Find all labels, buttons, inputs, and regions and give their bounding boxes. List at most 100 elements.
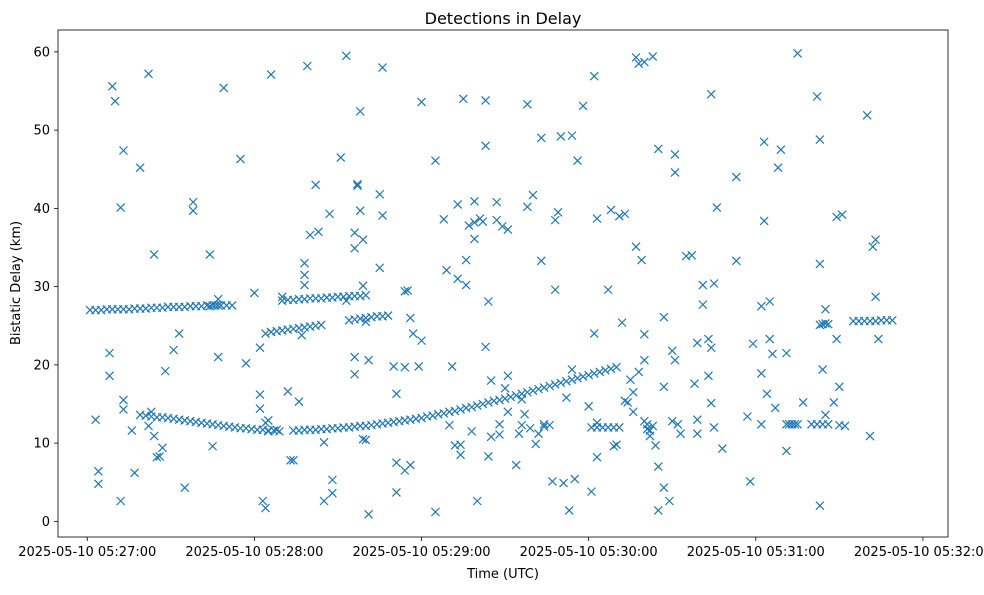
data-point	[149, 250, 159, 259]
data-point	[687, 250, 697, 260]
data-point	[319, 496, 329, 506]
data-point	[144, 421, 153, 431]
data-point	[249, 288, 259, 298]
data-point	[483, 451, 493, 461]
data-point	[263, 415, 273, 425]
data-point	[497, 221, 507, 231]
data-point	[659, 483, 669, 493]
data-point	[589, 71, 599, 81]
data-point	[692, 338, 702, 348]
data-point	[255, 390, 265, 400]
data-point	[302, 61, 312, 71]
data-point	[620, 209, 630, 219]
data-point	[495, 430, 504, 439]
y-tick-label: 60	[33, 45, 50, 60]
data-point	[731, 256, 741, 266]
data-point	[152, 452, 162, 462]
data-point	[213, 300, 223, 310]
data-point	[536, 133, 546, 143]
data-point	[392, 458, 401, 468]
data-point	[461, 255, 471, 265]
data-point	[550, 380, 560, 389]
data-point	[375, 263, 385, 273]
y-tick-label: 20	[33, 358, 50, 373]
data-point	[358, 281, 368, 291]
data-point	[458, 94, 468, 104]
data-point	[255, 404, 265, 414]
x-tick-label: 2025-05-10 05:28:00	[185, 545, 323, 560]
data-point	[403, 286, 413, 295]
data-point	[116, 203, 126, 213]
data-point	[550, 215, 560, 225]
data-point	[536, 256, 546, 266]
y-tick-label: 30	[33, 280, 50, 295]
data-point	[745, 477, 755, 486]
data-point	[405, 313, 415, 323]
data-point	[266, 70, 276, 80]
data-point	[263, 426, 273, 436]
x-tick-label: 2025-05-10 05:30:00	[520, 545, 658, 560]
data-point	[350, 228, 360, 238]
data-point	[350, 369, 360, 379]
data-point	[180, 483, 190, 493]
data-point	[603, 285, 613, 295]
data-point	[676, 429, 686, 439]
data-point	[659, 382, 669, 392]
data-point	[871, 235, 880, 245]
data-point	[503, 371, 513, 381]
data-point	[528, 386, 538, 396]
data-point	[353, 181, 362, 191]
data-point	[414, 362, 424, 371]
data-point	[592, 418, 602, 428]
data-point	[389, 362, 399, 371]
data-point	[294, 397, 304, 407]
x-tick-label: 2025-05-10 05:29:00	[352, 545, 490, 560]
x-axis-label: Time (UTC)	[466, 567, 539, 582]
data-point	[520, 409, 530, 419]
data-point	[350, 243, 360, 253]
x-tick-label: 2025-05-10 05:31:00	[687, 545, 825, 560]
data-point	[717, 444, 727, 454]
data-point	[361, 290, 371, 300]
data-point	[358, 235, 368, 245]
data-point	[623, 398, 633, 407]
data-point	[431, 507, 440, 517]
data-point	[188, 206, 198, 216]
data-point	[834, 382, 844, 392]
data-point	[821, 318, 830, 328]
data-point	[712, 203, 722, 213]
data-point	[158, 443, 167, 453]
data-point	[865, 431, 875, 441]
data-point	[556, 378, 566, 388]
data-point	[770, 403, 780, 413]
data-point	[486, 376, 496, 385]
data-point	[160, 366, 170, 376]
data-point	[762, 389, 772, 399]
y-axis: 0 10 20 30 40 50 60	[33, 45, 58, 530]
data-point	[706, 89, 716, 99]
data-points	[85, 49, 897, 519]
data-point	[300, 258, 309, 268]
data-point	[692, 429, 702, 439]
data-point	[759, 216, 769, 226]
data-point	[667, 346, 677, 356]
data-point	[634, 367, 644, 377]
data-point	[573, 373, 582, 383]
data-point	[756, 301, 766, 311]
data-point	[548, 477, 557, 486]
data-point	[478, 217, 488, 227]
data-point	[545, 381, 555, 391]
data-point	[327, 488, 337, 498]
data-point	[110, 96, 120, 106]
data-point	[456, 405, 465, 414]
data-point	[336, 153, 346, 162]
data-point	[272, 425, 282, 435]
x-tick-label: 2025-05-10 05:32:00	[854, 545, 984, 560]
data-point	[341, 296, 351, 306]
data-point	[709, 279, 719, 288]
data-point	[570, 474, 580, 484]
data-point	[456, 450, 465, 460]
data-point	[517, 420, 527, 430]
data-point	[837, 210, 847, 220]
data-point	[486, 432, 496, 442]
